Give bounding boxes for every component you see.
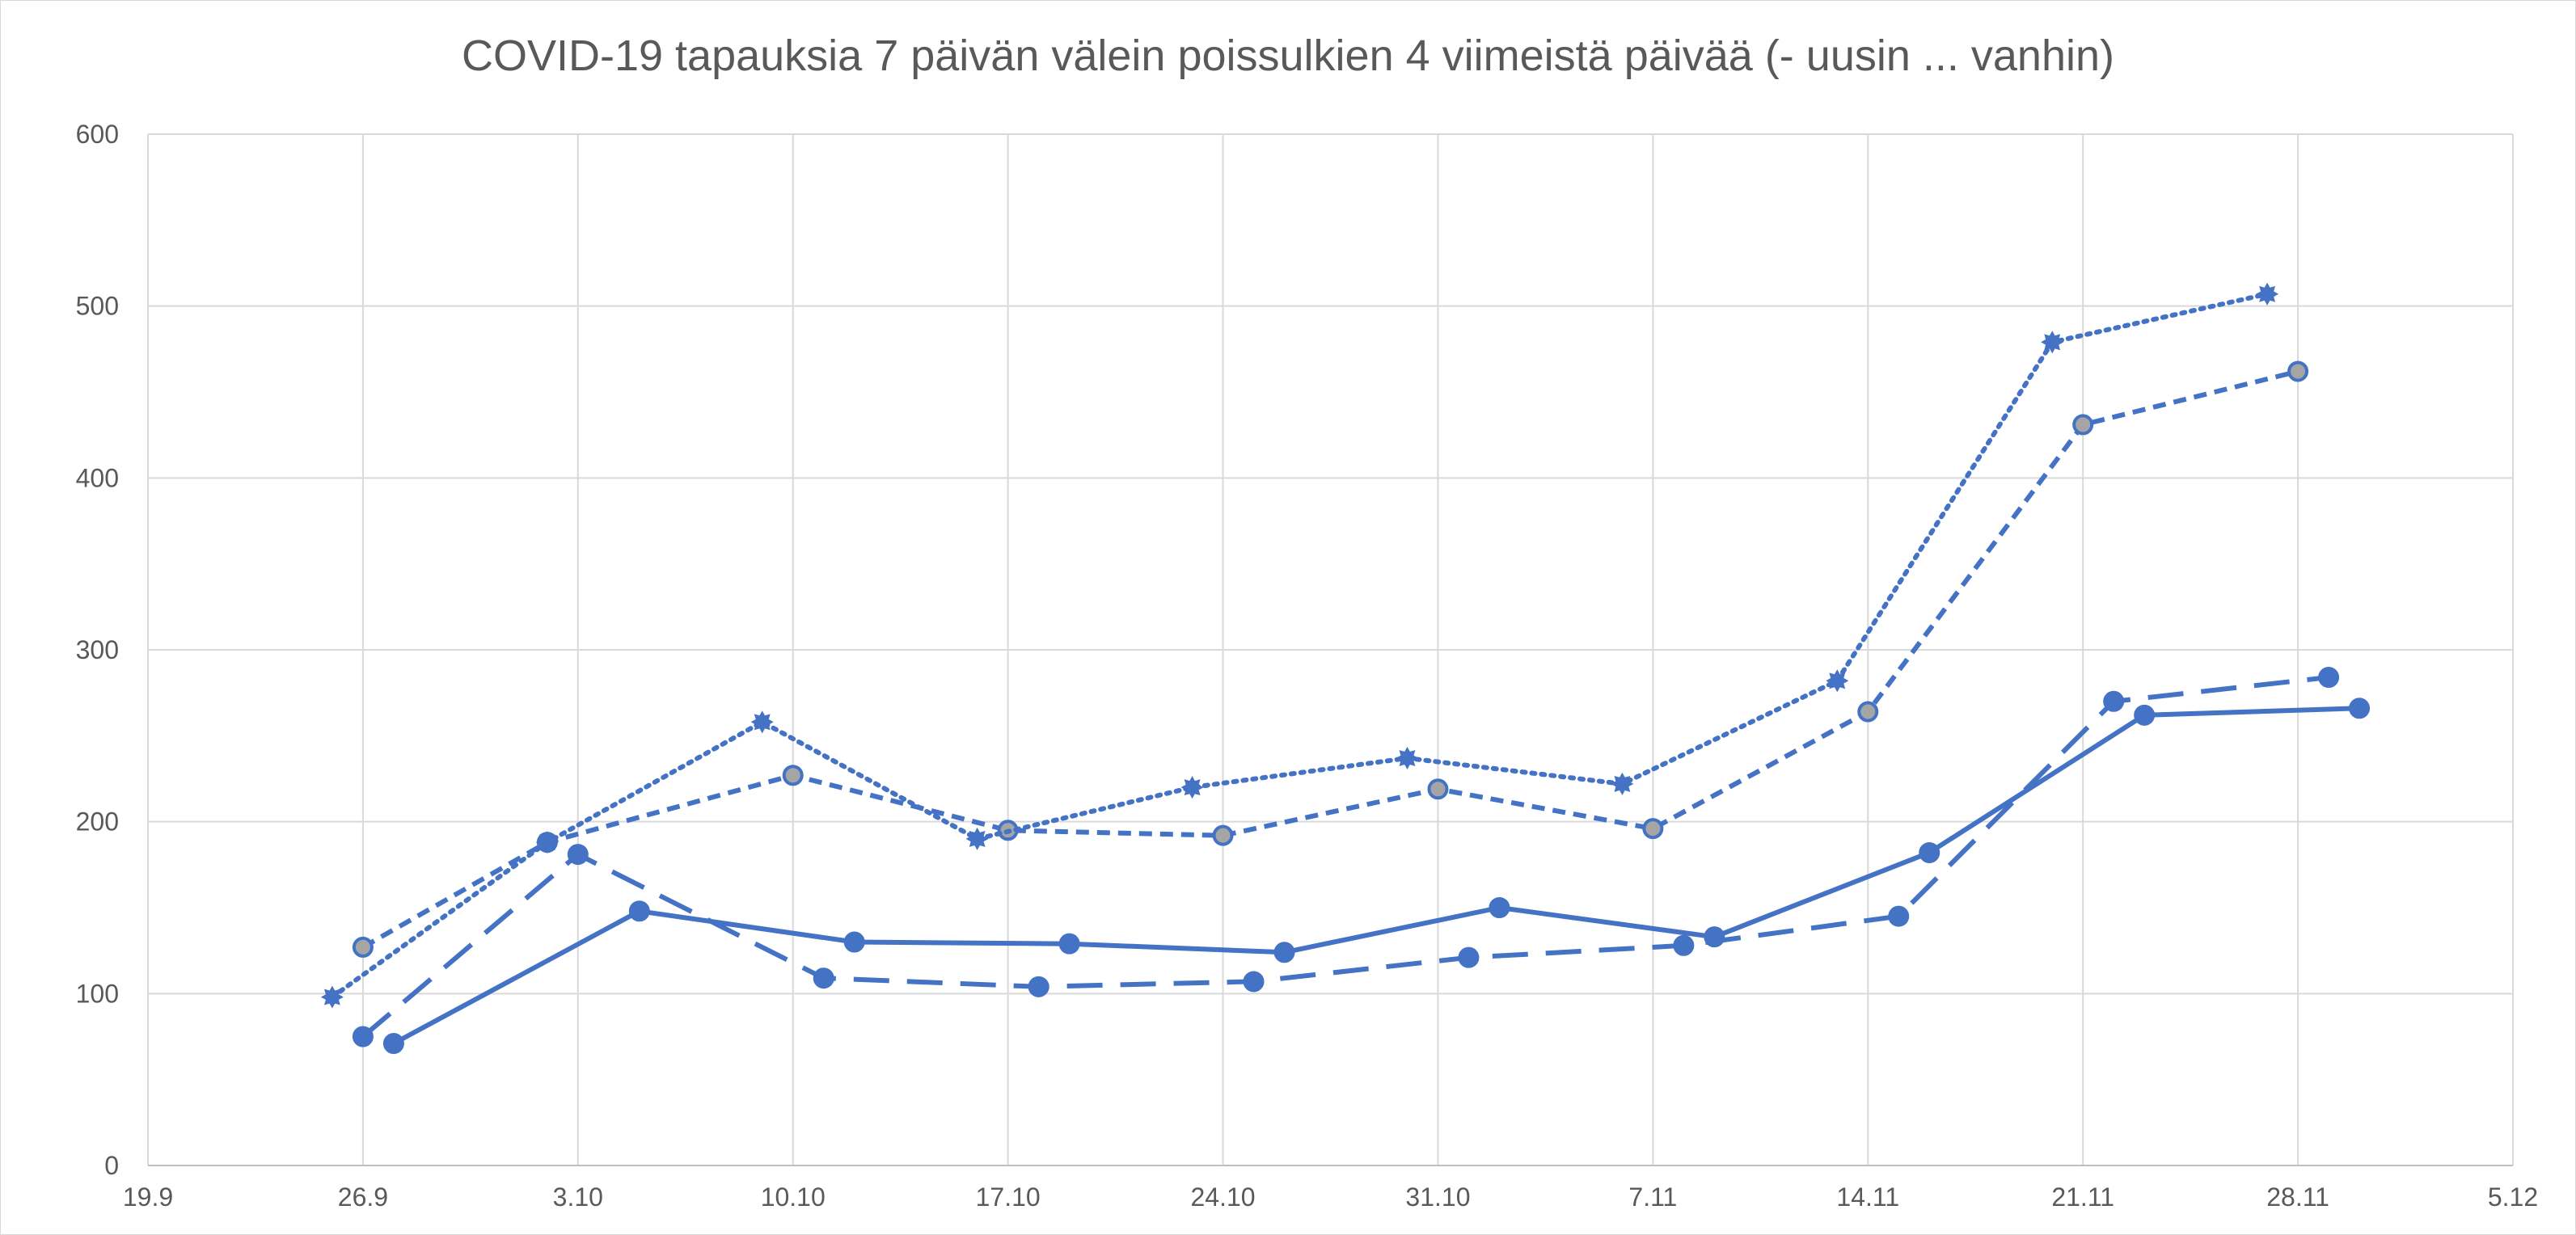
data-point <box>382 1033 404 1055</box>
data-point <box>2318 667 2340 689</box>
data-point <box>1857 701 1879 723</box>
data-point <box>843 931 865 953</box>
x-tick-label: 10.10 <box>761 1182 826 1212</box>
x-tick-label: 28.11 <box>2266 1182 2329 1212</box>
series-group <box>320 282 2371 1055</box>
y-tick-label: 300 <box>76 635 119 664</box>
data-point <box>1028 976 1049 997</box>
y-tick-label: 500 <box>76 292 119 321</box>
y-tick-label: 100 <box>76 979 119 1008</box>
data-point <box>352 936 374 958</box>
x-tick-label: 21.11 <box>2051 1182 2114 1212</box>
x-tick-label: 7.11 <box>1628 1182 1677 1212</box>
data-point <box>2103 690 2125 712</box>
x-tick-label: 3.10 <box>553 1182 603 1212</box>
data-point <box>1611 772 1634 795</box>
y-tick-label: 400 <box>76 463 119 492</box>
series-line <box>392 706 2360 1046</box>
data-point <box>2041 331 2064 354</box>
series-line <box>361 675 2329 1039</box>
data-point <box>1273 942 1295 963</box>
data-point <box>2072 414 2094 436</box>
data-point <box>1243 971 1265 993</box>
data-point <box>1458 946 1480 968</box>
data-point <box>2134 704 2156 726</box>
series-2 <box>352 667 2340 1047</box>
x-tick-label: 19.9 <box>123 1182 173 1212</box>
series-line <box>361 369 2299 950</box>
series-line <box>329 291 2270 1000</box>
y-tick-label: 600 <box>76 120 119 149</box>
data-point <box>1396 746 1419 770</box>
data-point <box>320 985 344 1009</box>
x-tick-label: 14.11 <box>1836 1182 1899 1212</box>
y-tick-label: 0 <box>104 1151 119 1180</box>
data-point <box>1888 905 1910 927</box>
gridlines <box>147 133 2514 1165</box>
series-4 <box>320 282 2279 1009</box>
data-point <box>813 967 834 989</box>
data-point <box>2256 282 2279 306</box>
data-point <box>352 1026 374 1047</box>
data-point <box>628 900 650 922</box>
x-tick-label: 31.10 <box>1405 1182 1470 1212</box>
data-point <box>2349 698 2371 719</box>
y-tick-label: 200 <box>76 807 119 837</box>
chart-title: COVID-19 tapauksia 7 päivän välein poiss… <box>461 32 2115 80</box>
data-point <box>750 710 774 734</box>
data-point <box>1919 841 1940 863</box>
series-3 <box>352 360 2309 958</box>
data-point <box>1212 824 1234 846</box>
data-point <box>1180 776 1204 799</box>
data-point <box>535 831 559 854</box>
data-point <box>2287 360 2309 382</box>
data-point <box>1427 778 1449 800</box>
data-point <box>1058 933 1080 955</box>
data-point <box>1642 818 1664 840</box>
x-tick-label: 26.9 <box>338 1182 388 1212</box>
x-tick-label: 5.12 <box>2488 1182 2538 1212</box>
series-1 <box>382 698 2371 1055</box>
data-point <box>1489 897 1510 918</box>
data-point <box>965 827 989 850</box>
data-point <box>1673 934 1695 956</box>
data-point <box>782 765 804 786</box>
data-point <box>1826 669 1849 693</box>
data-point <box>567 844 589 866</box>
x-tick-label: 17.10 <box>976 1182 1041 1212</box>
tick-labels: 0 100 200 300 400 500 600 19.9 26.9 3.10 10.10 17.1… <box>76 120 2539 1212</box>
x-tick-label: 24.10 <box>1191 1182 1256 1212</box>
